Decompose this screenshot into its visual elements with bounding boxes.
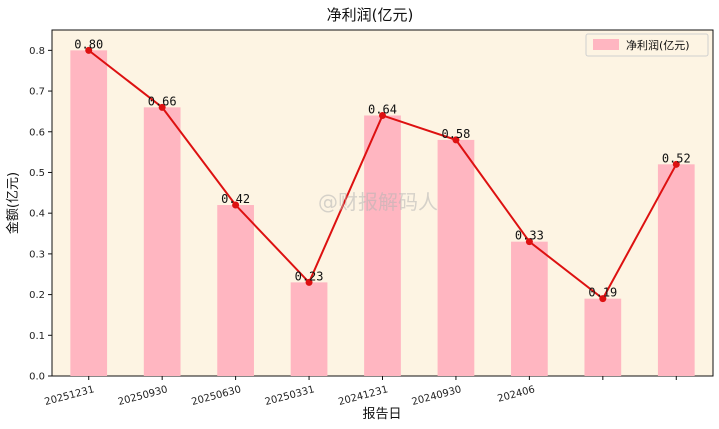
bar [143, 107, 181, 376]
x-tick-label: 20240930 [411, 384, 463, 408]
legend: 净利润(亿元) [585, 33, 709, 57]
watermark: @财报解码人 [318, 190, 438, 214]
legend-swatch [593, 39, 619, 50]
x-tick-label: 20251231 [43, 384, 95, 408]
data-point [158, 103, 166, 111]
bar [70, 50, 108, 377]
data-point [599, 295, 607, 303]
y-tick-label: 0.2 [29, 290, 45, 301]
data-point [672, 160, 680, 168]
data-label: 0.42 [221, 192, 250, 206]
data-label: 0.23 [295, 269, 324, 283]
x-tick-label: 20250331 [264, 384, 316, 408]
x-tick-label: 202406 [496, 384, 536, 405]
x-tick-label: 20250930 [117, 384, 169, 408]
line-series [85, 46, 680, 303]
legend-label: 净利润(亿元) [626, 38, 690, 52]
bar [657, 164, 695, 376]
data-point [525, 238, 533, 246]
bar [364, 115, 401, 376]
data-point [379, 111, 386, 119]
data-label: 0.80 [74, 37, 103, 51]
data-point [85, 46, 93, 54]
data-label: 0.19 [588, 286, 617, 300]
data-label: 0.58 [441, 127, 470, 141]
x-axis-label: 报告日 [362, 407, 401, 422]
y-tick-label: 0.1 [29, 331, 45, 342]
y-tick-label: 0.8 [29, 46, 45, 57]
bar [511, 241, 548, 376]
bar-series [70, 50, 695, 377]
x-tick-label: 20250630 [190, 384, 242, 408]
bar [584, 298, 622, 376]
data-point [305, 278, 313, 286]
y-tick-label: 0.7 [29, 87, 45, 98]
x-axis: 20251231 20250930 20250630 20250331 20241231… [43, 376, 677, 408]
y-axis: 0.0 0.1 0.2 0.3 0.4 0.5 0.6 0.7 0.8 [29, 46, 52, 383]
data-label: 0.52 [662, 151, 691, 165]
chart-title: 净利润(亿元) [327, 6, 414, 24]
data-point [452, 136, 460, 144]
y-tick-label: 0.3 [29, 249, 45, 260]
y-tick-label: 0.6 [29, 127, 45, 138]
y-tick-label: 0.5 [29, 168, 45, 179]
y-axis-label: 金额(亿元) [5, 172, 21, 234]
y-tick-label: 0.4 [29, 209, 45, 220]
y-tick-label: 0.0 [29, 372, 45, 383]
bar [290, 282, 328, 376]
data-point [232, 201, 240, 209]
data-labels: 0.80 0.66 0.42 0.23 0.64 0.58 0.33 0.19 0.52 [74, 37, 690, 299]
data-label: 0.66 [148, 94, 177, 108]
data-label: 0.33 [515, 229, 544, 243]
bar [437, 139, 475, 376]
bar [217, 205, 254, 376]
x-tick-label: 20241231 [337, 384, 389, 408]
data-label: 0.64 [368, 102, 397, 116]
